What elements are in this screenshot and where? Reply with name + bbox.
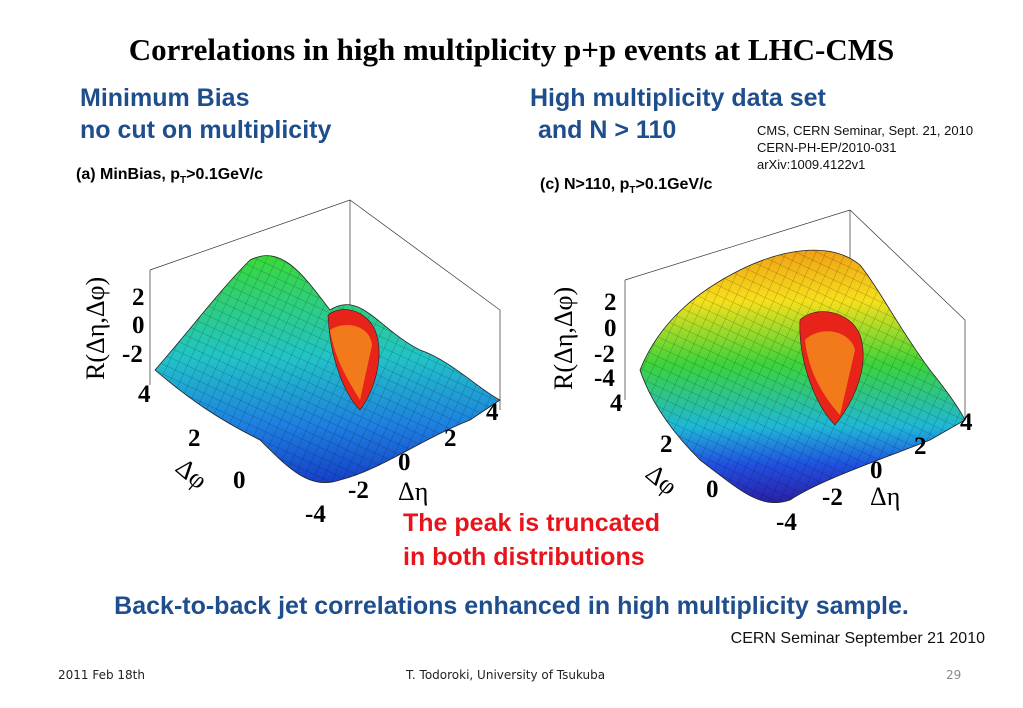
plot-c-ztick-2: 0 — [604, 315, 617, 342]
plot-c-label: (c) N>110, pT>0.1GeV/c — [540, 176, 712, 196]
plot-c-ztick-4: -4 — [594, 365, 615, 392]
right-heading-line1: High multiplicity data set — [530, 84, 826, 112]
plot-a-ztick-2: 0 — [132, 312, 145, 339]
conclusion-text: Back-to-back jet correlations enhanced i… — [114, 592, 909, 620]
left-heading-line2: no cut on multiplicity — [80, 116, 332, 144]
plot-c-zlabel: R(Δη,Δφ) — [549, 287, 578, 390]
right-heading-line2: and N > 110 — [538, 116, 677, 144]
plot-c-phi-tick-3: 0 — [706, 476, 719, 503]
plot-a-label: (a) MinBias, pT>0.1GeV/c — [76, 166, 263, 186]
footer-page-number: 29 — [946, 668, 962, 682]
plot-c-ztick-3: -2 — [594, 341, 615, 368]
plot-c-mesh — [640, 250, 965, 503]
plot-c-eta-tick-5: -4 — [776, 509, 797, 536]
plot-a-peak-shade — [330, 325, 372, 400]
truncation-note: The peak is truncated in both distributi… — [403, 506, 660, 574]
slide-title: Correlations in high multiplicity p+p ev… — [128, 32, 895, 67]
plot-a-eta-tick-5: -4 — [305, 501, 326, 528]
seminar-credit: CERN Seminar September 21 2010 — [730, 630, 985, 647]
footer-date: 2011 Feb 18th — [58, 668, 145, 682]
plot-c-eta-tick-4: -2 — [822, 484, 843, 511]
plot-c-peak-shade — [805, 331, 855, 415]
plot-c-phi-tick-2: 2 — [660, 431, 673, 458]
plot-c-phi-tick-1: 4 — [610, 390, 623, 417]
plot-c-eta-label: Δη — [870, 482, 900, 511]
plot-a-phi-tick-2: 2 — [188, 425, 201, 452]
plot-a-phi-tick-3: 0 — [233, 467, 246, 494]
reference-line3: arXiv:1009.4122v1 — [757, 157, 866, 172]
plot-c-eta-tick-2: 2 — [914, 433, 927, 460]
plot-a-eta-label: Δη — [398, 477, 428, 506]
plot-a-phi-tick-1: 4 — [138, 381, 151, 408]
plot-c-label-prefix: (c) N>110, p — [540, 176, 630, 193]
plot-a-eta-tick-1: 4 — [486, 399, 499, 426]
plot-a-label-prefix: (a) MinBias, p — [76, 166, 181, 183]
plot-c-ztick-1: 2 — [604, 289, 617, 316]
plot-a-eta-tick-3: 0 — [398, 449, 411, 476]
plot-c-phi-label: Δφ — [640, 458, 683, 501]
plot-a-zlabel: R(Δη,Δφ) — [81, 277, 110, 380]
reference-line2: CERN-PH-EP/2010-031 — [757, 140, 897, 155]
left-heading-line1: Minimum Bias — [80, 84, 250, 112]
plot-c-eta-tick-3: 0 — [870, 457, 883, 484]
plot-c-label-suffix: >0.1GeV/c — [635, 176, 713, 193]
reference-block: CMS, CERN Seminar, Sept. 21, 2010 CERN-P… — [757, 122, 973, 173]
plot-c-label-sub: T — [629, 185, 636, 197]
plot-a-mesh — [155, 255, 500, 483]
left-heading: Minimum Bias no cut on multiplicity — [80, 82, 331, 146]
footer-author: T. Todoroki, University of Tsukuba — [406, 668, 606, 682]
plot-a-label-sub: T — [180, 175, 187, 187]
plot-c-eta-tick-1: 4 — [960, 409, 973, 436]
plot-a-label-suffix: >0.1GeV/c — [186, 166, 264, 183]
truncation-note-line1: The peak is truncated — [403, 509, 661, 537]
plot-a-ztick-3: -2 — [122, 341, 143, 368]
right-heading: High multiplicity data set and N > 110 — [530, 82, 826, 146]
reference-line1: CMS, CERN Seminar, Sept. 21, 2010 — [757, 123, 974, 138]
truncation-note-line2: in both distributions — [403, 543, 645, 571]
plot-a-eta-tick-2: 2 — [444, 425, 457, 452]
plot-a-ztick-1: 2 — [132, 284, 145, 311]
plot-a-eta-tick-4: -2 — [348, 477, 369, 504]
